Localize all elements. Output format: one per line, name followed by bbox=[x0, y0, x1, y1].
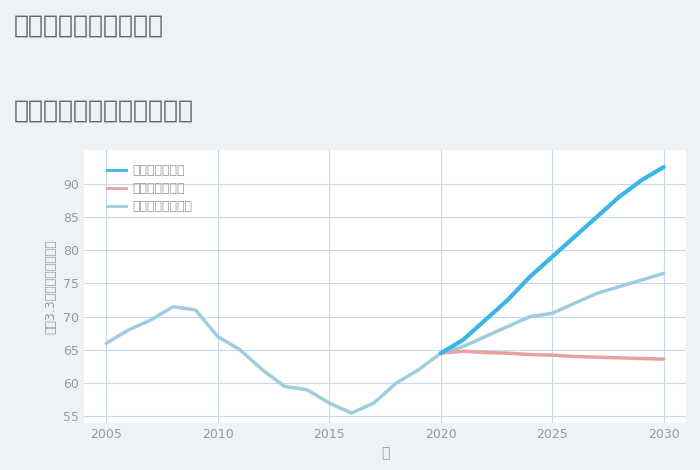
X-axis label: 年: 年 bbox=[381, 446, 389, 461]
Legend: グッドシナリオ, バッドシナリオ, ノーマルシナリオ: グッドシナリオ, バッドシナリオ, ノーマルシナリオ bbox=[102, 159, 197, 219]
Text: 三重県鈴鹿市秋永町の: 三重県鈴鹿市秋永町の bbox=[14, 14, 164, 38]
Text: 中古マンションの価格推移: 中古マンションの価格推移 bbox=[14, 99, 194, 123]
Y-axis label: 坪（3.3㎡）単価（万円）: 坪（3.3㎡）単価（万円） bbox=[45, 239, 57, 334]
